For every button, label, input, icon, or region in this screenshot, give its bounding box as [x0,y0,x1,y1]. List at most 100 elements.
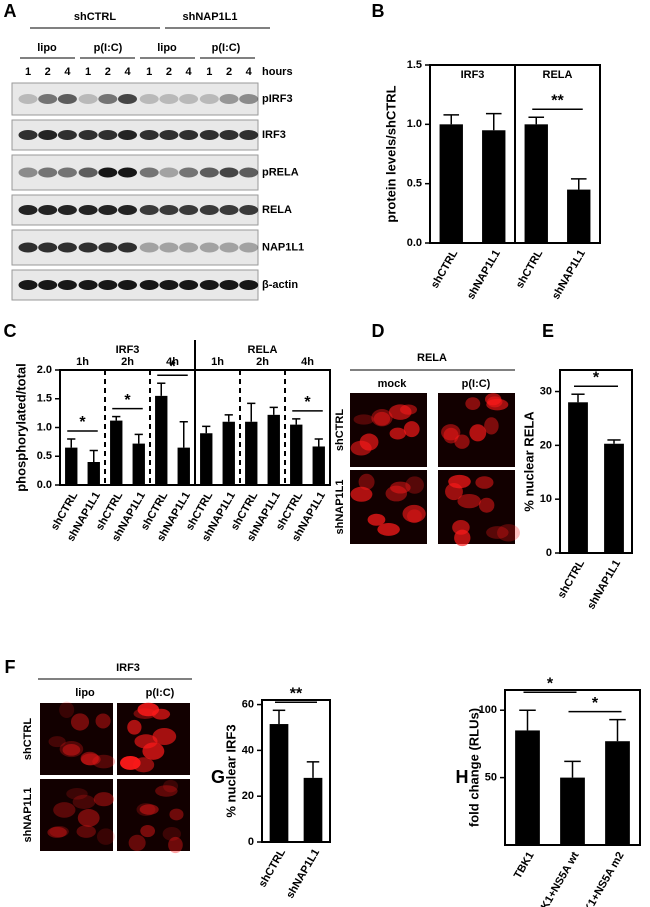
cell [137,702,160,717]
x-tick-label: shNAP1L1 [284,847,322,901]
subgroup-label: 1h [211,356,224,368]
row-label: pRELA [262,166,299,178]
blot-band [139,167,159,178]
y-tick-label: 0.5 [37,450,52,462]
blot-band [98,130,118,140]
y-tick-label: 100 [479,704,497,716]
blot-band [38,167,58,178]
time-label: 1 [206,66,212,78]
blot-band [78,94,98,104]
cell [77,809,100,827]
cell [140,824,156,838]
blot-band [239,205,259,215]
treatment-label: lipo [157,42,177,54]
x-tick-label: TBK1+NS5A wt [532,850,582,907]
panel-letter: C [4,321,17,341]
y-tick-label: 1.5 [407,59,422,71]
group-label: shCTRL [74,11,116,23]
blot-band [139,242,159,253]
bar [132,443,145,485]
cell [478,497,495,513]
cell [403,421,420,438]
bar [515,730,540,845]
blot-band [159,94,179,104]
cell [359,433,379,451]
time-unit: hours [262,66,293,78]
bar [177,447,190,485]
y-axis-label: % nuclear RELA [521,411,536,512]
blot-band [57,205,77,215]
cell [155,785,178,797]
blot-band [239,167,259,178]
x-tick-label: shNAP1L1 [585,558,623,612]
cell [389,427,406,440]
bar [482,130,506,243]
blot-band [139,280,159,290]
cell [486,526,509,539]
cell [465,397,481,411]
cell [358,473,375,491]
cell [142,742,165,760]
row-label: pIRF3 [262,93,293,105]
cell [497,524,521,542]
y-tick-label: 0 [546,547,552,559]
plot-frame [504,689,641,846]
cell [441,424,461,441]
cell [152,727,177,746]
blot-band [38,280,58,290]
y-tick-label: 10 [540,493,552,505]
bar [567,189,591,243]
group-label: RELA [248,344,278,356]
cell [371,409,393,427]
subgroup-label: 2h [256,356,269,368]
significance-label: * [124,392,131,409]
blot-band [199,205,219,215]
cell [454,434,470,449]
blot-band [98,167,118,178]
blot-band [239,242,259,253]
blot-band [179,94,199,104]
cell [350,486,373,502]
blot-band [159,205,179,215]
blot-band [98,280,118,290]
cell [120,755,141,770]
cell [139,804,159,815]
time-label: 4 [186,66,193,78]
bar [524,124,548,243]
group-label: IRF3 [116,344,140,356]
blot-band [219,167,239,178]
treatment-label: p(I:C) [94,42,123,54]
blot-band [199,130,219,140]
cell [81,753,101,766]
plot-frame [429,64,601,244]
bar [269,724,289,842]
row-label: shCTRL [334,409,346,451]
row-label: shNAP1L1 [334,479,346,534]
blot-band [219,205,239,215]
significance-label: ** [551,92,564,109]
cell [80,751,99,766]
bar [605,741,630,845]
y-axis-label: % nuclear IRF3 [223,724,238,817]
cell [454,529,471,547]
cell [48,736,66,748]
y-axis-label: protein levels/shCTRL [383,85,398,222]
significance-label: * [593,369,600,386]
cell [457,493,481,509]
significance-label: * [592,695,599,712]
blot-band [18,280,38,290]
cell [59,701,75,719]
blot-band [18,242,38,253]
blot-band [118,205,137,215]
group-label: RELA [543,69,573,81]
subgroup-label: 4h [301,356,314,368]
bar [222,421,235,485]
y-tick-label: 0.0 [37,479,52,491]
blot-band [199,242,219,253]
panel-letter: F [5,657,16,677]
cell [66,788,88,800]
x-tick-label: TBK1 [512,850,537,881]
blot-band [199,94,219,104]
cell [390,481,411,494]
y-tick-label: 0.0 [407,237,422,249]
